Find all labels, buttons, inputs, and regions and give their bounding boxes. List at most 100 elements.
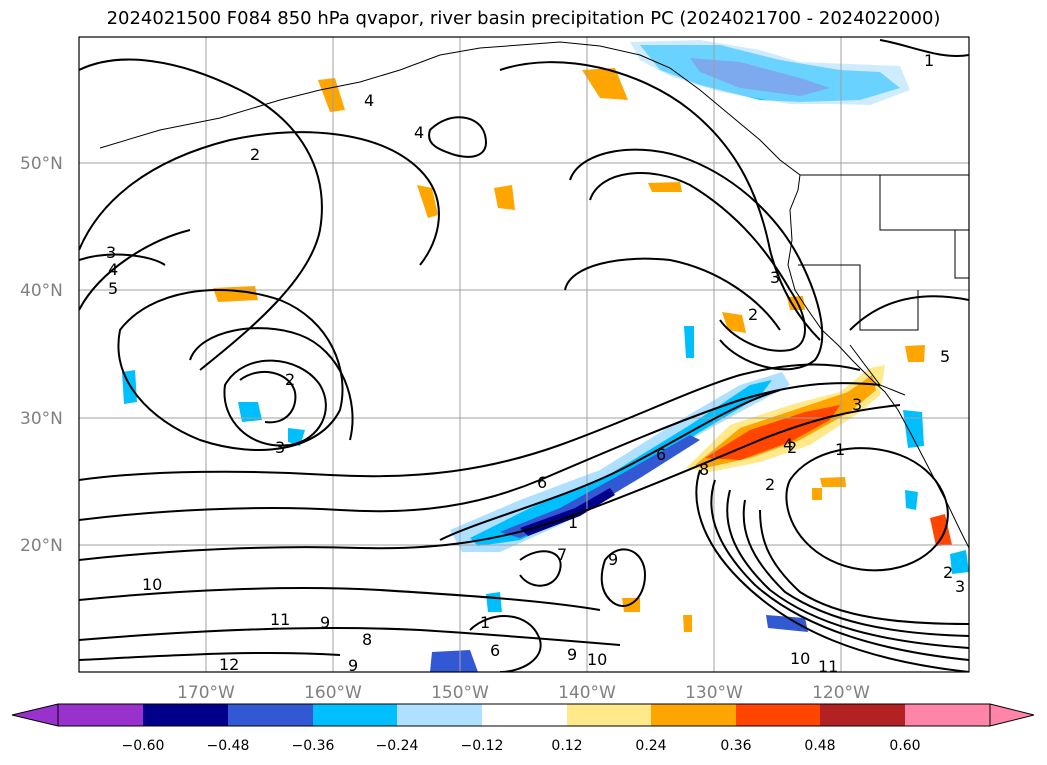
contour-label: 9: [320, 613, 330, 632]
contour-label: 6: [490, 641, 500, 660]
qvapor-contours: [79, 39, 969, 672]
colorbar-tick: −0.48: [207, 738, 250, 754]
lat-label: 30°N: [20, 409, 63, 429]
latitude-labels: 50°N 40°N 30°N 20°N: [20, 154, 63, 556]
shade-neg-e: [903, 410, 924, 448]
colorbar-segment: [820, 704, 905, 726]
contour-label: 2: [765, 475, 775, 494]
contour-label: 5: [940, 347, 950, 366]
colorbar-extend-high: [989, 703, 1035, 727]
contour-label: 11: [818, 657, 838, 676]
lat-label: 40°N: [20, 281, 63, 301]
contour-label: 1: [924, 51, 934, 70]
shade-pos-a: [582, 68, 628, 100]
longitude-labels: 170°W 160°W 150°W 140°W 130°W 120°W: [177, 683, 870, 703]
colorbar-segment: [228, 704, 313, 726]
colorbar-segment: [313, 704, 397, 726]
shade-pos-f: [722, 312, 746, 333]
shade-pos-k: [812, 488, 822, 500]
colorbar-segment: [143, 704, 228, 726]
lon-label: 140°W: [558, 683, 616, 703]
contour-label: 3: [955, 577, 965, 596]
contour-label: 7: [557, 545, 567, 564]
contour-label: 11: [270, 610, 290, 629]
colorbar-ticks: −0.60 −0.48 −0.36 −0.24 −0.12 0.12 0.24 …: [122, 738, 921, 754]
shade-pos-g: [648, 182, 682, 192]
contour-label: 9: [348, 656, 358, 675]
shade-neg-north-light: [630, 40, 910, 105]
contour-label: 10: [587, 650, 607, 669]
contour-label: 1: [835, 440, 845, 459]
colorbar-tick: −0.24: [376, 738, 419, 754]
colorbar: [11, 703, 1035, 727]
lon-label: 120°W: [812, 683, 870, 703]
contour-label: 9: [567, 645, 577, 664]
contour-label: 3: [852, 395, 862, 414]
contour-label: 3: [770, 268, 780, 287]
contour-label: 6: [656, 445, 666, 464]
contour-label: 2: [787, 438, 797, 457]
shade-neg-b: [238, 402, 262, 422]
shade-pos-n: [683, 615, 692, 632]
shade-ar-dark: [520, 488, 615, 536]
shade-neg-j: [430, 650, 478, 672]
contour-label: 2: [250, 145, 260, 164]
contour-label: 2: [943, 563, 953, 582]
shade-pos-c: [417, 185, 438, 218]
contour-labels: 1 2 3 4 5 2 3 2 3 4 4 2 3 1 2 6 6 7 8 9 …: [106, 51, 965, 676]
colorbar-segment: [736, 704, 820, 726]
colorbar-tick: 0.36: [720, 738, 751, 754]
colorbar-tick: 0.12: [551, 738, 582, 754]
lon-label: 170°W: [177, 683, 235, 703]
lon-label: 150°W: [431, 683, 489, 703]
colorbar-tick: −0.12: [461, 738, 504, 754]
colorbar-tick: 0.48: [804, 738, 835, 754]
shade-ar-core: [500, 435, 700, 538]
shade-pos-d: [494, 185, 515, 210]
shade-neg-h: [950, 550, 969, 574]
shade-pos-h: [787, 296, 805, 310]
shade-neg-g: [486, 592, 502, 612]
contour-label: 4: [783, 435, 793, 454]
contour-label: 1: [480, 613, 490, 632]
shade-neg-f: [905, 490, 918, 510]
contour-label: 4: [364, 91, 374, 110]
contour-label: 2: [285, 370, 295, 389]
shade-pos-band-core: [705, 405, 840, 460]
shade-pos-e: [213, 286, 258, 302]
colorbar-segment: [482, 704, 567, 726]
contour-label: 10: [790, 649, 810, 668]
colorbar-segment: [397, 704, 482, 726]
colorbar-tick: 0.24: [635, 738, 666, 754]
lat-label: 20°N: [20, 536, 63, 556]
shade-neg-i: [766, 615, 808, 632]
colorbar-tick: −0.60: [122, 738, 165, 754]
contour-label: 5: [108, 279, 118, 298]
contour-label: 1: [568, 513, 578, 532]
shade-pos-i: [905, 345, 925, 362]
colorbar-tick: −0.36: [292, 738, 335, 754]
contour-label: 12: [219, 655, 239, 674]
colorbar-segment: [905, 704, 990, 726]
lat-label: 50°N: [20, 154, 63, 174]
colorbar-frame: [57, 703, 991, 727]
colorbar-tick: 0.60: [889, 738, 920, 754]
colorbar-segment: [567, 704, 651, 726]
contour-label: 4: [414, 123, 424, 142]
shade-pos-b: [318, 78, 345, 112]
shade-ar-blue: [470, 380, 772, 546]
contour-label: 6: [537, 473, 547, 492]
contour-label: 4: [108, 260, 118, 279]
map-title: 2024021500 F084 850 hPa qvapor, river ba…: [106, 8, 941, 29]
contour-label: 9: [608, 550, 618, 569]
shade-neg-d: [684, 326, 694, 358]
contour-label: 8: [699, 460, 709, 479]
plot-area: [79, 37, 969, 672]
lon-label: 130°W: [685, 683, 743, 703]
shade-pos-l: [820, 477, 846, 487]
colorbar-extend-low: [11, 703, 59, 727]
colorbar-segment: [58, 704, 143, 726]
contour-label: 10: [142, 575, 162, 594]
plot-frame: [78, 36, 970, 673]
